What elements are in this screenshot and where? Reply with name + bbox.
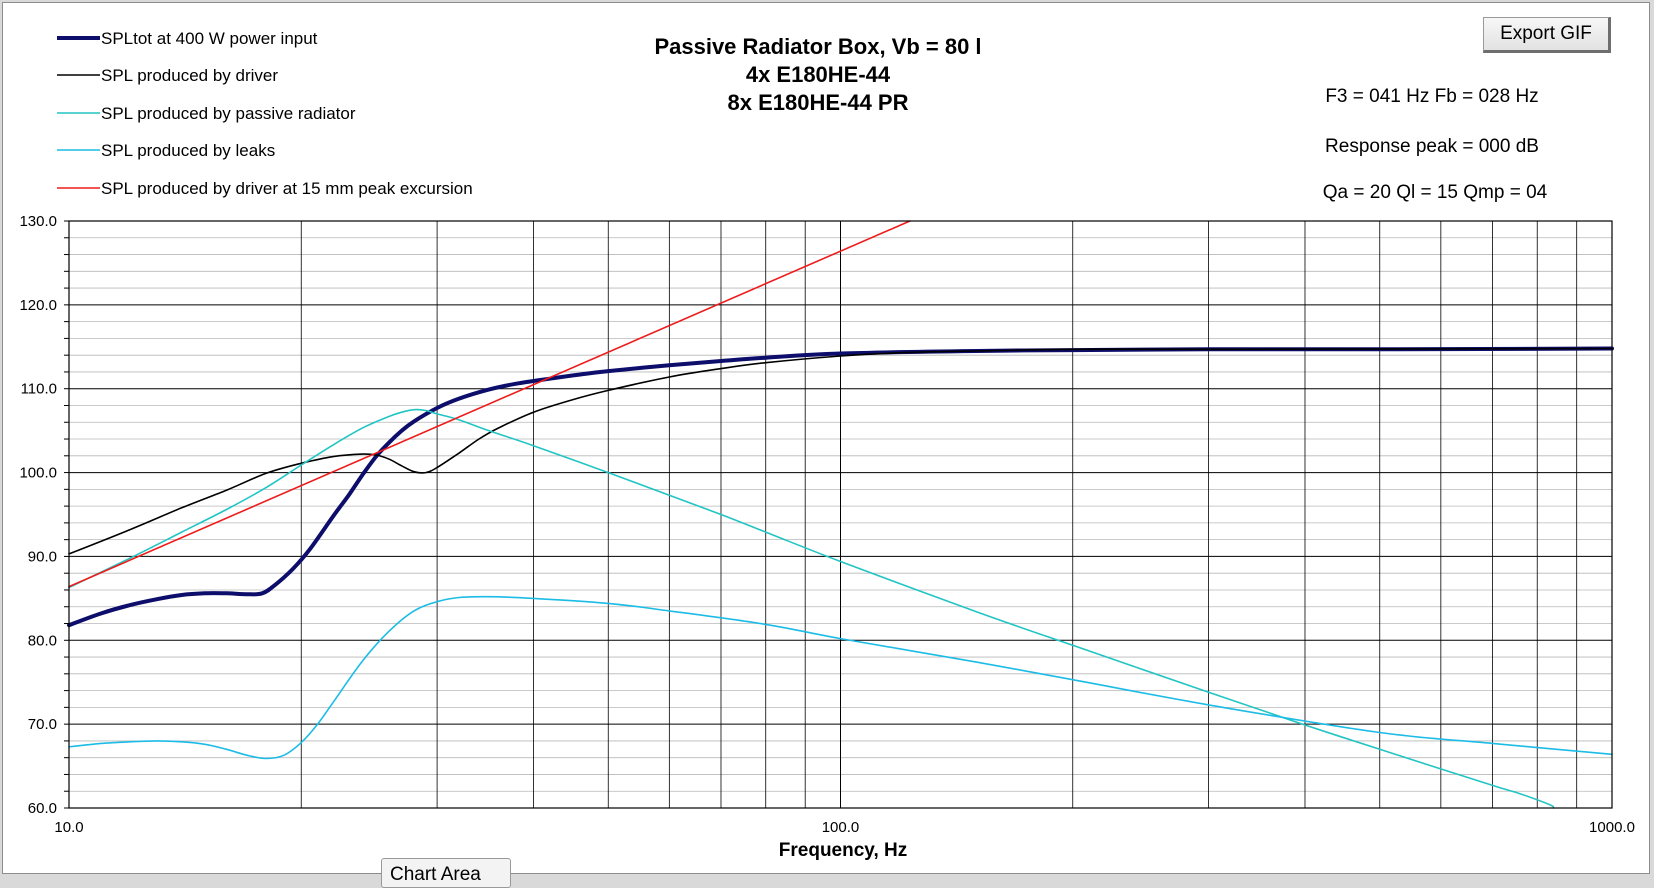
y-tick-label: 110.0: [21, 381, 57, 398]
y-tick-label: 120.0: [19, 297, 57, 314]
legend-label-spltot: SPLtot at 400 W power input: [101, 29, 318, 48]
plot-border: [68, 220, 1613, 809]
chart-area-tooltip: Chart Area: [381, 858, 511, 888]
y-tick-label: 90.0: [28, 548, 57, 565]
title-line-3: 8x E180HE-44 PR: [728, 90, 909, 115]
info-response-peak: Response peak = 000 dB: [1325, 136, 1539, 157]
chart-frame: 60.0 70.0 80.0 90.0 100.0 110.0 120.0 130.0 10.0…: [2, 2, 1650, 874]
legend-label-driver: SPL produced by driver: [101, 66, 278, 85]
series-leaks: [68, 595, 1613, 760]
info-f3-fb: F3 = 041 Hz Fb = 028 Hz: [1325, 86, 1538, 107]
export-gif-button[interactable]: Export GIF: [1483, 17, 1611, 53]
series-passive-radiator: [68, 408, 1555, 809]
chart-title: Passive Radiator Box, Vb = 80 l 4x E180H…: [654, 34, 981, 115]
legend-label-excursion: SPL produced by driver at 15 mm peak exc…: [101, 179, 473, 198]
info-block: F3 = 041 Hz Fb = 028 Hz Response peak = …: [1323, 86, 1548, 203]
x-tick-label: 10.0: [54, 819, 83, 836]
y-tick-label: 60.0: [28, 800, 57, 817]
title-line-2: 4x E180HE-44: [746, 62, 891, 87]
x-axis-title: Frequency, Hz: [779, 840, 907, 861]
y-tick-label: 100.0: [19, 465, 57, 482]
x-tick-label: 100.0: [822, 819, 860, 836]
series-driver: [68, 347, 1613, 555]
legend-label-leaks: SPL produced by leaks: [101, 141, 275, 160]
series-driver-excursion: [68, 220, 911, 588]
info-q-values: Qa = 20 Ql = 15 Qmp = 04: [1323, 182, 1548, 203]
title-line-1: Passive Radiator Box, Vb = 80 l: [654, 34, 981, 59]
chart-svg: 60.0 70.0 80.0 90.0 100.0 110.0 120.0 130.0 10.0…: [19, 29, 1634, 861]
legend: SPLtot at 400 W power input SPL produced…: [57, 29, 473, 198]
grid-layer: [68, 220, 1613, 809]
y-tick-label: 130.0: [19, 213, 57, 230]
y-tick-label: 80.0: [28, 632, 57, 649]
x-tick-label: 1000.0: [1589, 819, 1635, 836]
series-layer: [67, 220, 1614, 809]
legend-label-passive-radiator: SPL produced by passive radiator: [101, 104, 356, 123]
y-tick-label: 70.0: [28, 716, 57, 733]
tick-layer: 60.0 70.0 80.0 90.0 100.0 110.0 120.0 130.0 10.0…: [19, 213, 1634, 836]
